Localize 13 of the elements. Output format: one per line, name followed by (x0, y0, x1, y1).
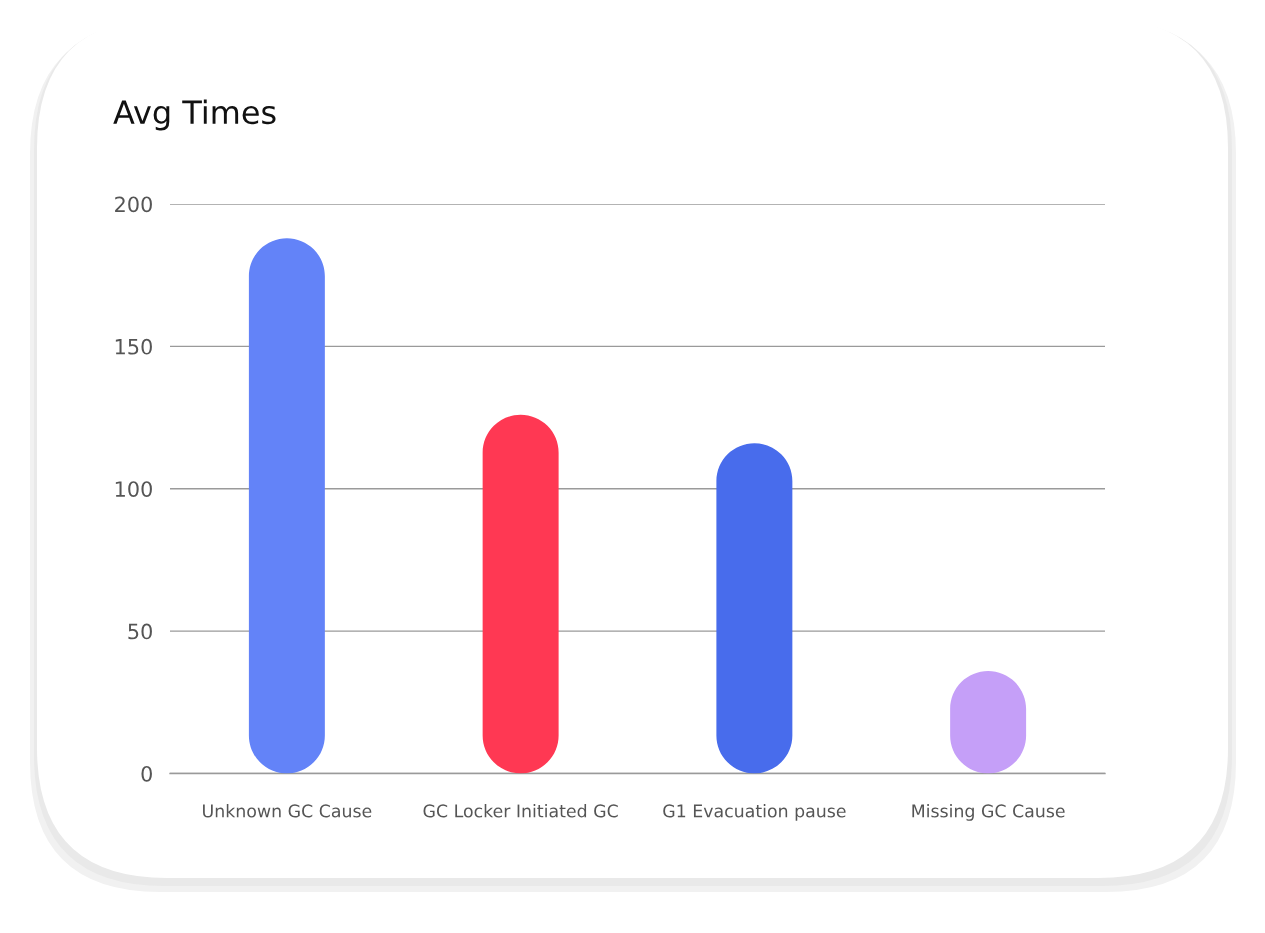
bar (716, 443, 793, 774)
y-tick-label: 0 (141, 765, 152, 782)
x-tick-label: GC Locker Initiated GC (423, 804, 618, 818)
x-tick-label: Unknown GC Cause (203, 804, 372, 818)
bar (248, 238, 325, 774)
y-tick-label: 200 (115, 196, 152, 213)
x-tick-label: Missing GC Cause (912, 804, 1065, 821)
x-tick-label: G1 Evacuation pause (663, 804, 846, 821)
y-tick-label: 150 (115, 338, 152, 355)
y-tick-label: 50 (128, 623, 152, 640)
y-tick-label: 100 (115, 481, 152, 497)
chart-title: Avg Times (113, 99, 276, 131)
bar (482, 414, 559, 774)
